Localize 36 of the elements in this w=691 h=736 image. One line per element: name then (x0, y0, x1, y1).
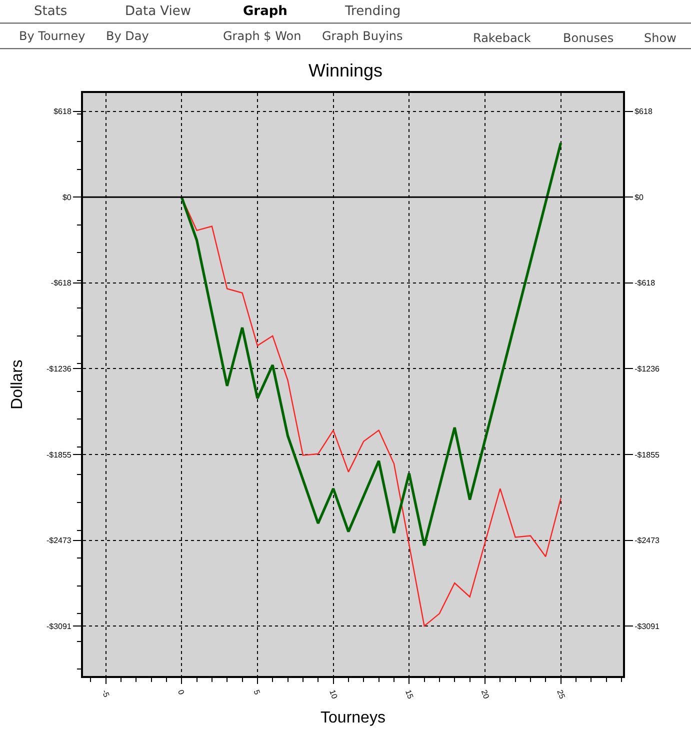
text: Graph (243, 4, 288, 19)
y2-tick-label: $0 (634, 192, 644, 202)
y2-tick-label: -$2473 (634, 536, 660, 546)
text: Rakeback (473, 31, 531, 45)
x-axis-title: Tourneys (320, 710, 386, 727)
text: Graph Buyins (322, 29, 403, 43)
x-tick-label: -5 (100, 688, 112, 699)
y2-tick-label: -$1855 (634, 450, 660, 460)
y-tick-label: -$618 (50, 278, 72, 288)
y2-tick-label: $618 (634, 107, 653, 116)
x-tick-label: 15 (403, 688, 416, 701)
y-tick-label: -$2473 (46, 536, 72, 546)
y2-tick-label: -$618 (634, 278, 656, 288)
x-tick-label: 25 (555, 688, 567, 701)
y-tick-label: $618 (54, 107, 72, 116)
text: Show (644, 31, 677, 45)
y-tick-label: $0 (62, 192, 72, 202)
text: Data View (125, 4, 192, 19)
text: Graph $ Won (223, 29, 302, 43)
x-tick-label: 5 (252, 688, 262, 696)
x-tick-label: 20 (479, 688, 492, 701)
y-tick-label: -$3091 (46, 622, 72, 631)
y-tick-label: -$1855 (46, 450, 72, 460)
line-series (180, 142, 562, 547)
y2-tick-label: -$3091 (634, 622, 660, 631)
y-tick-label: -$1236 (46, 364, 72, 374)
y-axis-title: Dollars (8, 360, 26, 410)
text: By Day (106, 29, 149, 43)
text: Trending (344, 4, 401, 19)
x-tick-label: 0 (176, 688, 186, 696)
chart-title: Winnings (308, 60, 383, 80)
text: By Tourney (19, 29, 86, 43)
x-tick-label: 10 (328, 688, 340, 701)
text: Bonuses (563, 31, 614, 45)
y2-tick-label: -$1236 (634, 364, 660, 374)
text: Stats (34, 4, 68, 19)
